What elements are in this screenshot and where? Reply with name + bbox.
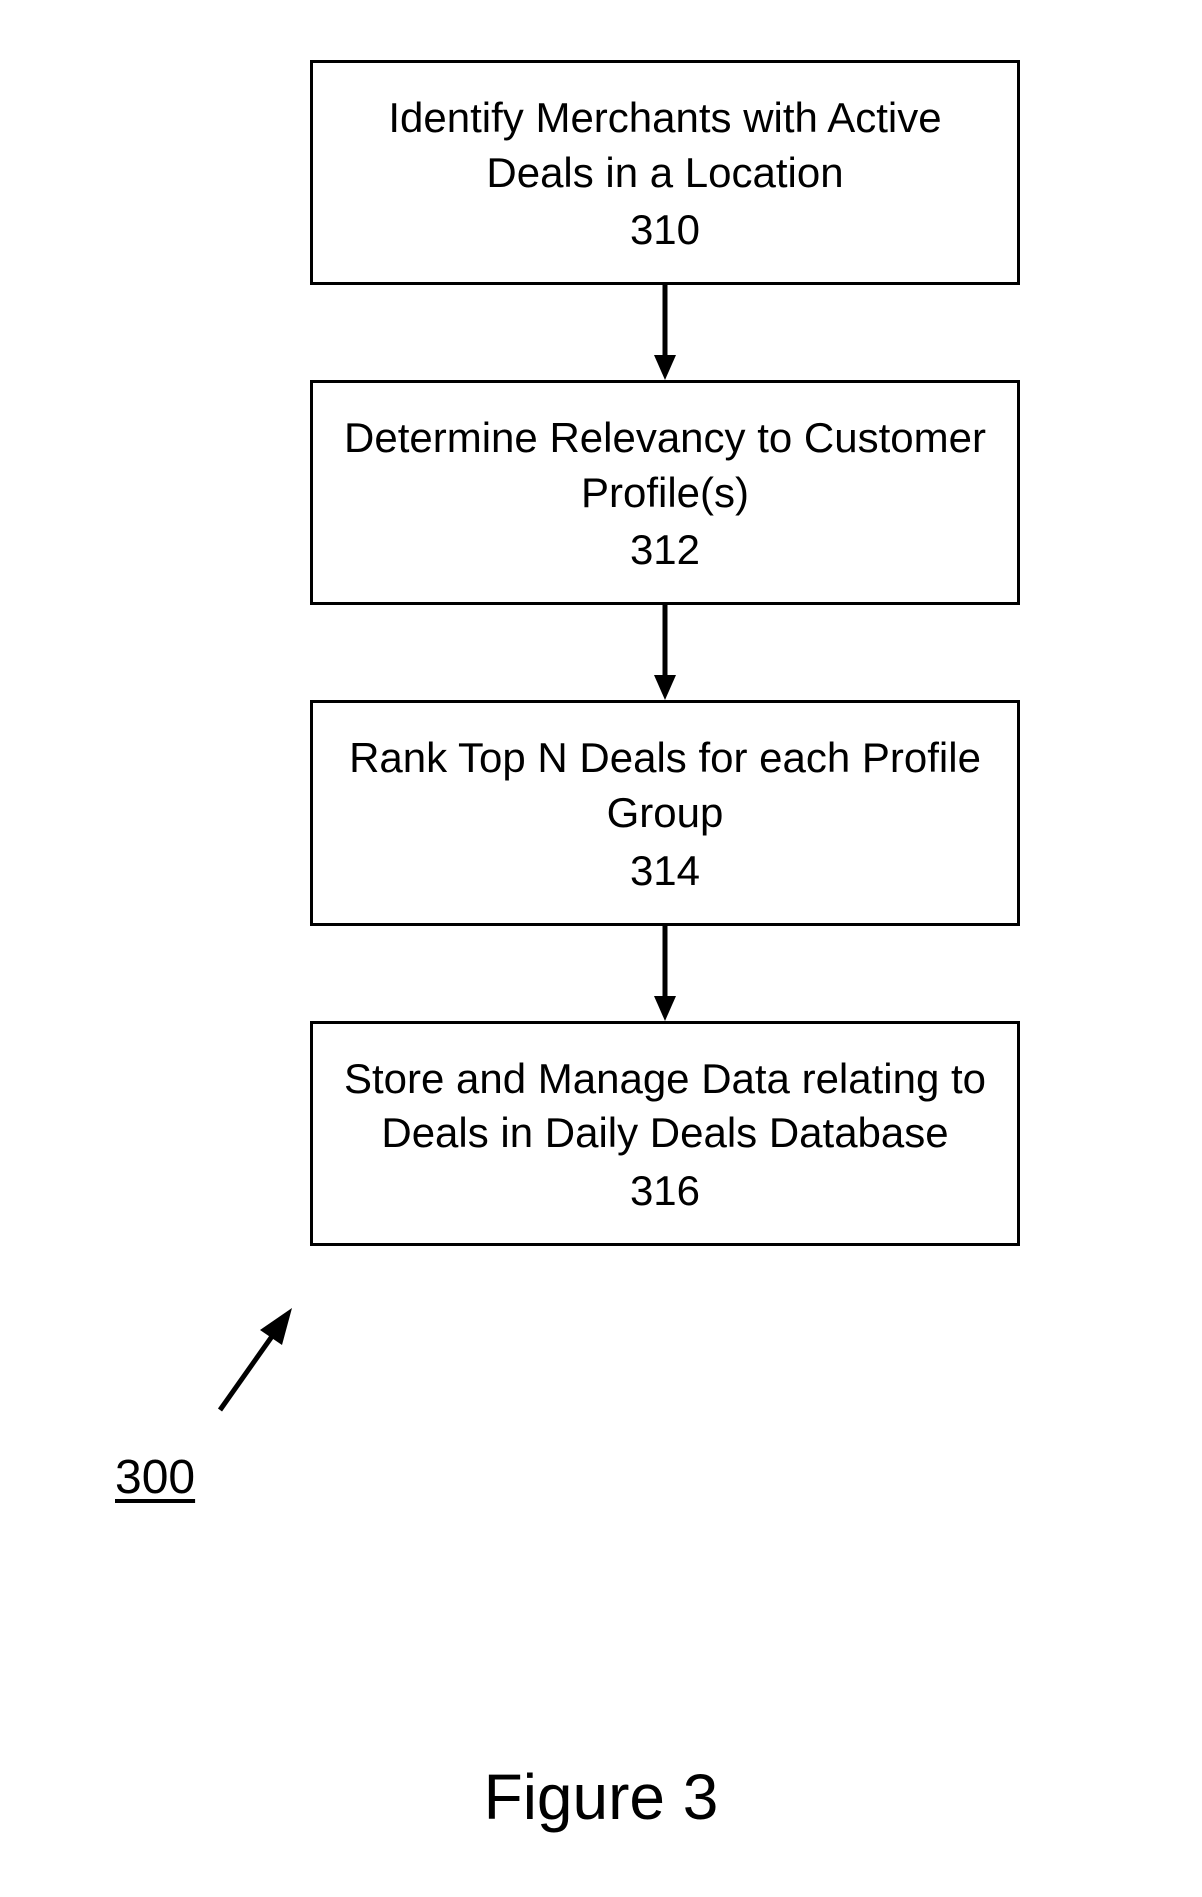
node-number: 316 xyxy=(333,1167,997,1215)
figure-caption: Figure 3 xyxy=(0,1760,1202,1834)
reference-label: 300 xyxy=(115,1450,195,1505)
node-number: 314 xyxy=(333,847,997,895)
node-number: 310 xyxy=(333,206,997,254)
flowchart-node-310: Identify Merchants with Active Deals in … xyxy=(310,60,1020,285)
node-text: Store and Manage Data relating to Deals … xyxy=(333,1052,997,1161)
flowchart-node-314: Rank Top N Deals for each Profile Group … xyxy=(310,700,1020,925)
node-number: 312 xyxy=(333,526,997,574)
reference-arrow-icon xyxy=(210,1300,300,1420)
flowchart-node-316: Store and Manage Data relating to Deals … xyxy=(310,1021,1020,1246)
flowchart: Identify Merchants with Active Deals in … xyxy=(0,60,1202,1246)
flowchart-arrow xyxy=(310,285,1020,380)
flowchart-arrow xyxy=(310,605,1020,700)
node-text: Determine Relevancy to Customer Profile(… xyxy=(333,411,997,520)
flowchart-arrow xyxy=(310,926,1020,1021)
flowchart-node-312: Determine Relevancy to Customer Profile(… xyxy=(310,380,1020,605)
node-text: Identify Merchants with Active Deals in … xyxy=(333,91,997,200)
node-text: Rank Top N Deals for each Profile Group xyxy=(333,731,997,840)
